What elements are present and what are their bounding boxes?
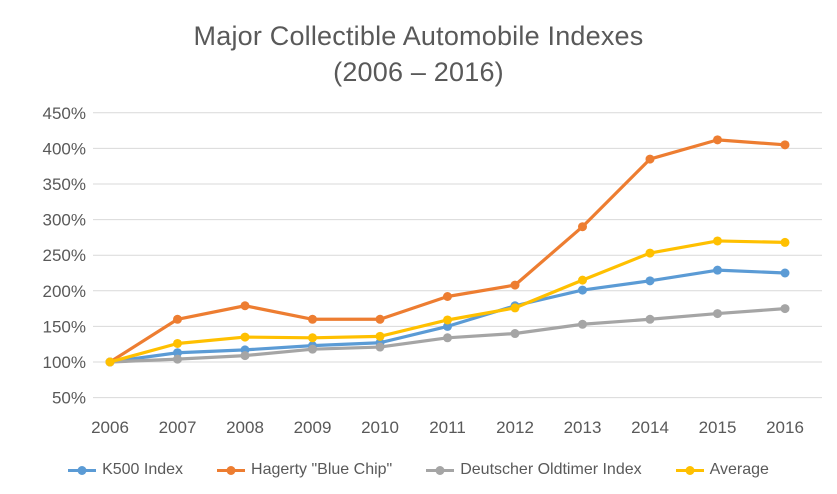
legend-line-marker-icon <box>68 465 97 476</box>
y-axis-tick-label: 450% <box>43 104 86 123</box>
data-point-marker <box>713 135 722 145</box>
data-point-marker <box>173 314 182 324</box>
data-point-marker <box>780 304 790 314</box>
legend-item-k500-index: K500 Index <box>68 461 183 479</box>
data-point-marker <box>443 291 452 301</box>
data-point-marker <box>308 344 317 354</box>
data-point-marker <box>308 314 317 324</box>
data-point-marker <box>443 315 452 325</box>
data-point-marker <box>443 333 452 343</box>
data-point-marker <box>173 338 182 348</box>
data-point-marker <box>240 301 250 311</box>
data-point-marker <box>510 303 520 313</box>
x-axis-tick-label: 2013 <box>564 418 602 437</box>
chart-subtitle: (2006 – 2016) <box>333 57 504 87</box>
legend-line-marker-icon <box>217 465 246 476</box>
data-point-marker <box>173 354 182 364</box>
data-point-marker <box>578 275 587 285</box>
data-point-marker <box>510 280 520 290</box>
data-point-marker <box>645 154 655 164</box>
legend-item-deutscher-oldtimer-index: Deutscher Oldtimer Index <box>426 461 642 479</box>
x-axis-tick-label: 2006 <box>91 418 129 437</box>
x-axis-tick-label: 2007 <box>159 418 197 437</box>
x-axis-tick-label: 2010 <box>361 418 399 437</box>
data-point-marker <box>780 268 790 278</box>
data-point-marker <box>105 357 115 367</box>
x-axis-tick-label: 2011 <box>429 418 466 437</box>
data-point-marker <box>173 348 182 358</box>
legend-item-label: Average <box>709 461 769 478</box>
data-point-marker <box>308 333 317 343</box>
legend-item-average: Average <box>675 461 769 479</box>
data-point-marker <box>578 285 587 295</box>
x-axis-tick-label: 2012 <box>496 418 534 437</box>
data-point-marker <box>713 309 722 319</box>
legend-line-marker-icon <box>426 465 455 476</box>
x-axis-tick-label: 2008 <box>226 418 264 437</box>
data-point-marker <box>510 329 520 339</box>
data-point-marker <box>240 332 250 342</box>
data-point-marker <box>645 314 655 324</box>
data-point-marker <box>443 321 452 331</box>
y-axis-tick-label: 100% <box>43 353 86 372</box>
x-axis-tick-label: 2016 <box>766 418 804 437</box>
data-point-marker <box>713 265 722 275</box>
series-line-3 <box>108 239 787 364</box>
x-axis-tick-label: 2015 <box>699 418 737 437</box>
y-axis-tick-label: 350% <box>43 175 86 194</box>
data-point-marker <box>780 140 790 150</box>
chart-legend: K500 Index Hagerty "Blue Chip" Deutscher… <box>0 461 837 479</box>
legend-line-marker-icon <box>675 465 704 476</box>
chart-title-block: Major Collectible Automobile Indexes (20… <box>0 18 837 90</box>
data-point-marker <box>645 276 655 286</box>
y-axis-tick-label: 200% <box>43 282 86 301</box>
legend-item-label: K500 Index <box>102 461 184 478</box>
legend-item-hagerty-blue-chip: Hagerty "Blue Chip" <box>217 461 392 479</box>
data-point-marker <box>375 342 385 352</box>
data-point-marker <box>375 331 385 341</box>
data-point-marker <box>780 237 790 247</box>
y-axis-tick-label: 300% <box>43 211 86 230</box>
legend-item-label: Deutscher Oldtimer Index <box>460 461 642 478</box>
chart-title: Major Collectible Automobile Indexes <box>193 21 644 51</box>
y-axis-tick-label: 400% <box>43 139 86 158</box>
data-point-marker <box>375 314 385 324</box>
data-point-marker <box>645 248 655 258</box>
data-point-marker <box>578 319 587 329</box>
y-axis-tick-label: 150% <box>43 317 86 336</box>
legend-item-label: Hagerty "Blue Chip" <box>251 461 393 478</box>
x-axis-tick-label: 2014 <box>631 418 669 437</box>
x-axis-tick-label: 2009 <box>294 418 332 437</box>
y-axis-tick-label: 250% <box>43 246 86 265</box>
data-point-marker <box>578 222 587 232</box>
y-axis-tick-label: 50% <box>52 389 86 408</box>
data-point-marker <box>713 236 722 246</box>
data-point-marker <box>240 351 250 361</box>
